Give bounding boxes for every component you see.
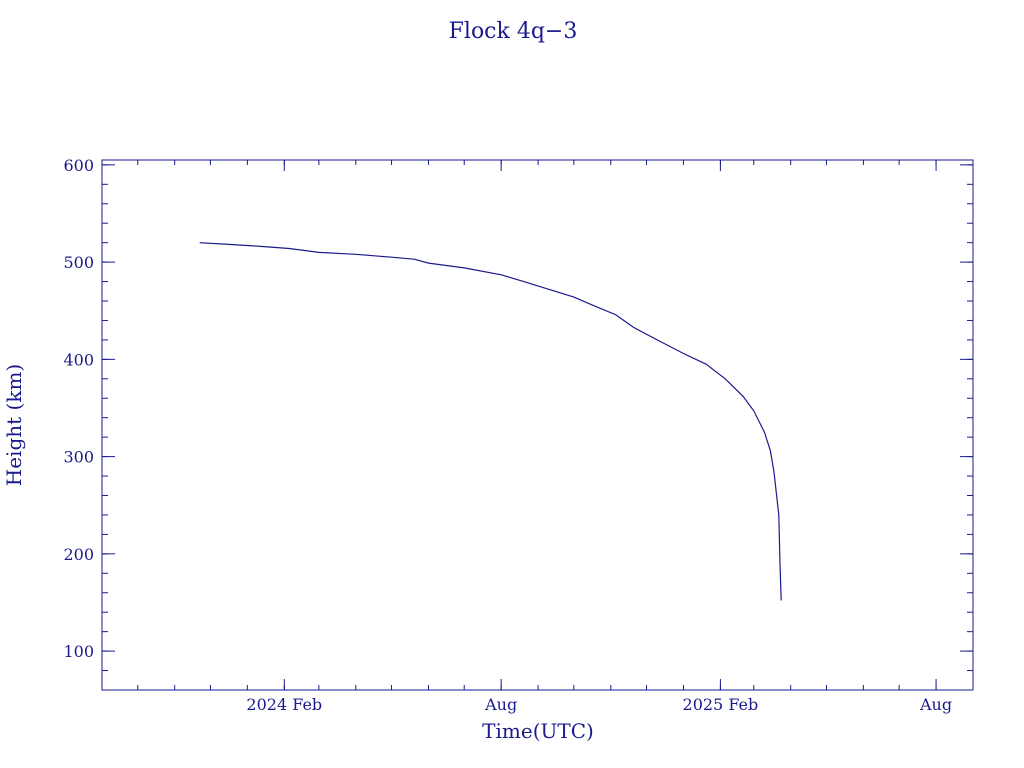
plot-frame [101,159,974,691]
y-tick-label: 500 [63,253,94,272]
y-axis-label: Height (km) [2,364,26,486]
series [199,242,782,601]
y-tick-label: 300 [63,448,94,467]
ticks [101,160,974,691]
x-tick-label: 2024 Feb [246,695,322,714]
chart-title: Flock 4q−3 [449,19,578,44]
y-tick-label: 600 [63,156,94,175]
x-tick-label: 2025 Feb [683,695,759,714]
y-tick-label: 400 [63,350,94,369]
x-tick-label: Aug [484,695,517,714]
tick-labels: 2024 Feb Aug 2025 Feb Aug 100 200 300 400 500 600 [63,156,952,714]
x-tick-label: Aug [919,695,952,714]
y-tick-label: 100 [63,642,94,661]
y-tick-label: 200 [63,545,94,564]
x-axis-label: Time(UTC) [482,719,594,743]
height-series-line [199,242,782,601]
